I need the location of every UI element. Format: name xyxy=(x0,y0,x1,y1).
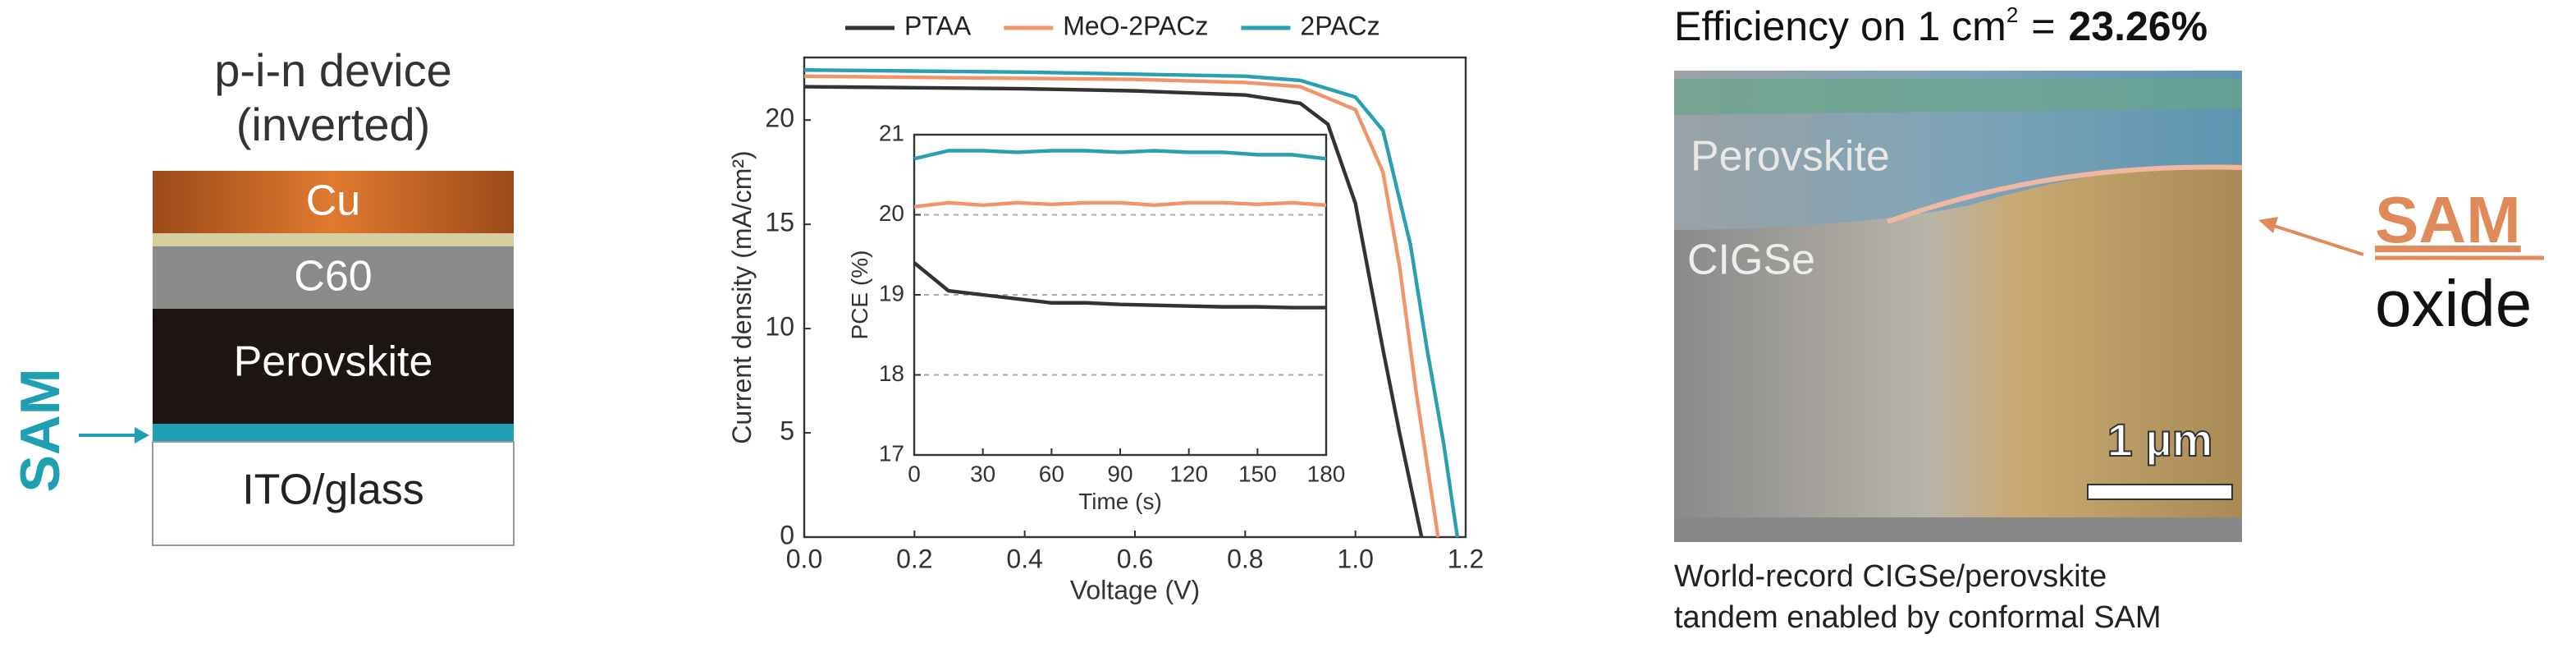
scale-bar-label: 1 µm xyxy=(2107,414,2213,466)
heading-value: 23.26% xyxy=(2068,3,2208,49)
legend-label: 2PACz xyxy=(1300,11,1380,40)
y-axis-label: Current density (mA/cm²) xyxy=(727,150,757,443)
sam-label: SAM xyxy=(9,368,71,492)
device-title: p-i-n device xyxy=(214,44,451,96)
top-layer xyxy=(1674,79,2242,115)
x-axis-label: Voltage (V) xyxy=(1070,576,1200,605)
arrow-head xyxy=(135,427,149,443)
jv-chart: 0 5 10 15 20 0.0 0.2 0.4 0.6 0.8 1.0 1.2 Voltage (V)… xyxy=(727,11,1484,604)
heading: Efficiency on 1 cm2 = 23.26% xyxy=(1674,2,2208,49)
layer-cu xyxy=(153,171,514,233)
x-tick-label: 0 xyxy=(908,462,921,487)
x-axis-label: Time (s) xyxy=(1078,489,1162,514)
x-tick-label: 1.0 xyxy=(1337,544,1373,573)
x-tick-label: 0.8 xyxy=(1227,544,1263,573)
substrate xyxy=(1674,517,2242,542)
series-line xyxy=(913,149,1327,161)
series-line xyxy=(913,200,1327,209)
x-tick-label: 1.2 xyxy=(1448,544,1484,573)
heading-sup: 2 xyxy=(2006,2,2018,27)
series-line xyxy=(803,85,1424,538)
sam-oxide-label: oxide xyxy=(2375,267,2532,340)
y-tick-label: 19 xyxy=(879,280,904,306)
caption: tandem enabled by conformal SAM xyxy=(1674,600,2162,635)
layer-c60 xyxy=(153,246,514,309)
y-axis-label: PCE (%) xyxy=(847,250,872,340)
layer-label: C60 xyxy=(294,253,372,301)
y-tick-label: 20 xyxy=(765,103,794,133)
y-tick-label: 18 xyxy=(879,361,904,386)
device-title: (inverted) xyxy=(236,99,431,150)
scale-bar xyxy=(2087,484,2233,500)
y-tick-label: 17 xyxy=(879,440,904,466)
x-tick-label: 0.2 xyxy=(896,544,932,573)
legend-label: MeO-2PACz xyxy=(1063,11,1208,40)
y-tick-label: 20 xyxy=(879,200,904,226)
series-line xyxy=(803,74,1440,538)
x-tick-label: 0.4 xyxy=(1006,544,1042,573)
series-line xyxy=(803,68,1460,538)
arrow-head xyxy=(2258,217,2278,233)
x-tick-label: 150 xyxy=(1238,462,1277,487)
heading-prefix: Efficiency on 1 cm xyxy=(1674,3,2006,49)
sam-oxide-label: SAM xyxy=(2375,183,2521,256)
sam-interface xyxy=(1886,164,2243,224)
y-tick-label: 21 xyxy=(879,120,904,145)
x-tick-label: 30 xyxy=(970,462,995,487)
layer-perovskite xyxy=(153,309,514,424)
series-line xyxy=(913,261,1326,310)
x-tick-label: 90 xyxy=(1107,462,1132,487)
heading-eq: = xyxy=(2031,3,2055,49)
layer-label: Perovskite xyxy=(234,338,433,386)
y-tick-label: 5 xyxy=(780,416,794,445)
layer-sam xyxy=(153,424,514,442)
legend-label: PTAA xyxy=(904,11,972,40)
arrow xyxy=(2271,223,2364,256)
y-tick-label: 0 xyxy=(780,520,794,549)
x-tick-label: 60 xyxy=(1039,462,1064,487)
x-tick-label: 0.6 xyxy=(1117,544,1153,573)
caption: World-record CIGSe/perovskite xyxy=(1674,559,2107,594)
sem-label: CIGSe xyxy=(1687,237,1815,284)
sem-panel: Efficiency on 1 cm2 = 23.26% Perovskite CI… xyxy=(1674,2,2544,635)
layer-ito xyxy=(152,441,515,546)
device: p-i-n device (inverted) Cu C60 Perovskit… xyxy=(9,44,515,546)
y-tick-label: 15 xyxy=(765,208,794,237)
layer-interface xyxy=(153,233,514,246)
sem-label: Perovskite xyxy=(1691,133,1890,181)
x-tick-label: 180 xyxy=(1307,462,1346,487)
x-tick-label: 0.0 xyxy=(786,544,822,573)
layer-label: ITO/glass xyxy=(242,466,424,514)
y-tick-label: 10 xyxy=(765,312,794,342)
layer-label: Cu xyxy=(306,177,360,225)
x-tick-label: 120 xyxy=(1169,462,1208,487)
